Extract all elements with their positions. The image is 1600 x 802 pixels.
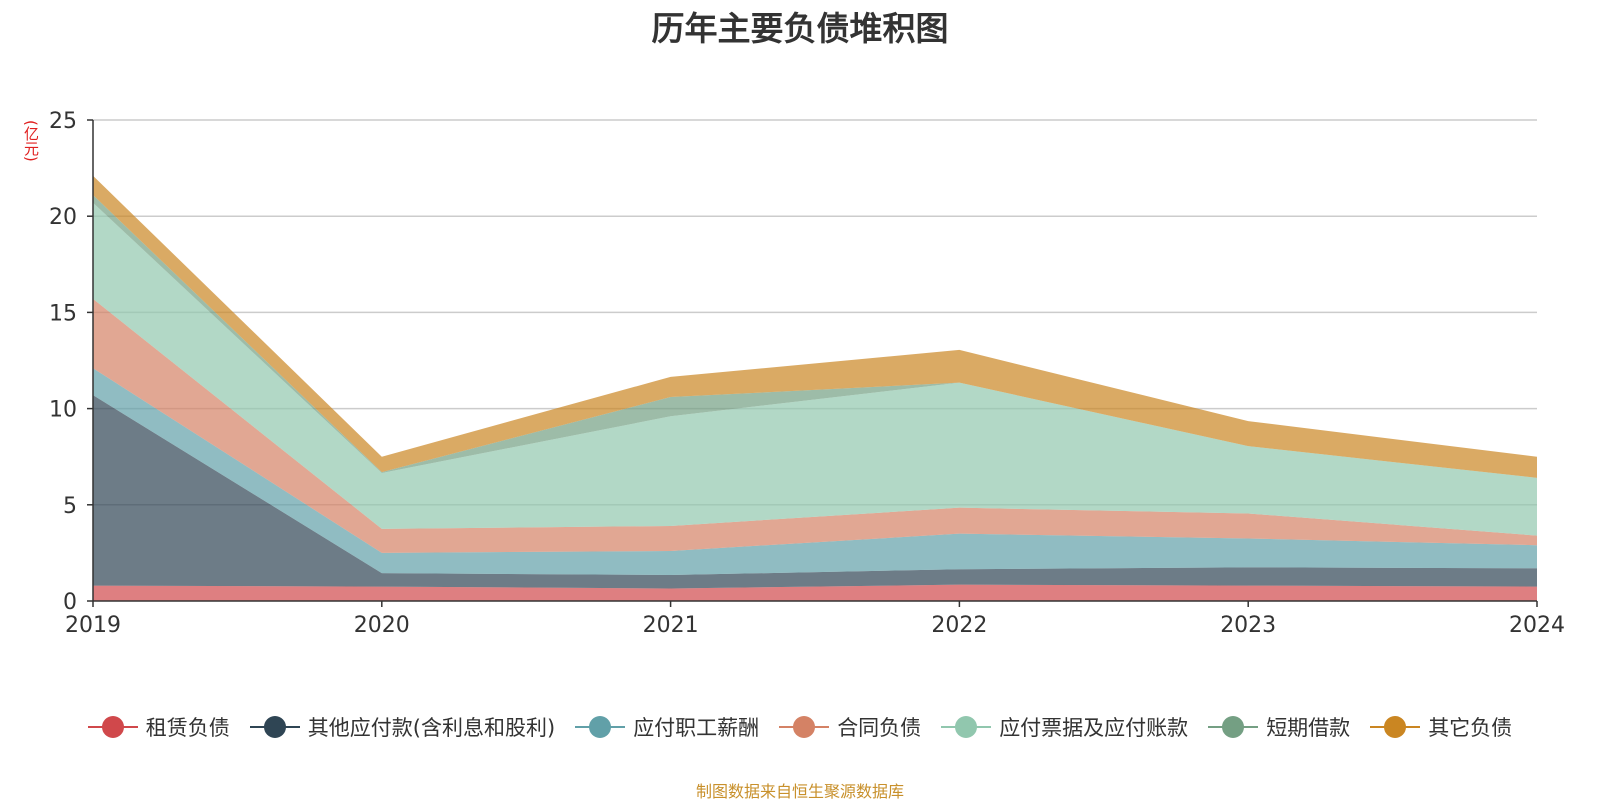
legend-label: 短期借款: [1266, 716, 1351, 740]
y-tick-label: 0: [63, 590, 77, 615]
y-tick-label: 25: [49, 109, 77, 134]
area-series-4: [93, 298, 1537, 553]
legend-item-3[interactable]: 应付职工薪酬: [575, 712, 759, 742]
x-tick-label: 2021: [643, 613, 699, 638]
legend-marker-icon: [87, 715, 138, 739]
x-tick-label: 2023: [1220, 613, 1276, 638]
area-series-2: [93, 395, 1537, 589]
y-tick-label: 20: [49, 205, 77, 230]
area-series-3: [93, 368, 1537, 576]
area-series-5: [93, 202, 1537, 536]
legend-marker-icon: [1370, 715, 1421, 739]
legend-label: 合同负债: [837, 716, 922, 740]
y-tick-label: 15: [49, 301, 77, 326]
legend-label: 应付票据及应付账款: [999, 716, 1189, 740]
x-tick-label: 2024: [1509, 613, 1565, 638]
data-source-note: 制图数据来自恒生聚源数据库: [695, 782, 904, 801]
legend-label: 应付职工薪酬: [633, 716, 760, 740]
legend-marker-icon: [1208, 715, 1259, 739]
x-tick-label: 2019: [65, 613, 121, 638]
area-series-1: [93, 584, 1537, 601]
legend-label: 其他应付款(含利息和股利): [307, 716, 556, 740]
y-tick-label: 10: [49, 398, 77, 423]
y-tick-label: 5: [63, 494, 77, 519]
x-tick-label: 2020: [354, 613, 410, 638]
legend-label: 其它负债: [1428, 716, 1513, 740]
legend-marker-icon: [575, 715, 626, 739]
legend-item-6[interactable]: 短期借款: [1208, 712, 1350, 742]
x-tick-label: 2022: [931, 613, 987, 638]
legend-item-1[interactable]: 租赁负债: [87, 712, 230, 742]
legend-item-7[interactable]: 其它负债: [1370, 712, 1512, 742]
legend-marker-icon: [941, 715, 992, 739]
legend-item-2[interactable]: 其他应付款(含利息和股利): [249, 712, 556, 742]
chart-title: 历年主要负债堆积图: [651, 9, 949, 48]
legend-label: 租赁负债: [145, 716, 230, 740]
area-series-7: [93, 175, 1537, 478]
legend-item-5[interactable]: 应付票据及应付账款: [941, 712, 1188, 742]
chart-legend: 租赁负债 其他应付款(含利息和股利) 应付职工薪酬 合同负债 应付票据及应付账款 短期借款…: [0, 712, 1600, 742]
legend-marker-icon: [249, 715, 300, 739]
y-axis-unit-label: (亿元): [22, 120, 40, 162]
legend-marker-icon: [779, 715, 830, 739]
legend-item-4[interactable]: 合同负债: [779, 712, 921, 742]
